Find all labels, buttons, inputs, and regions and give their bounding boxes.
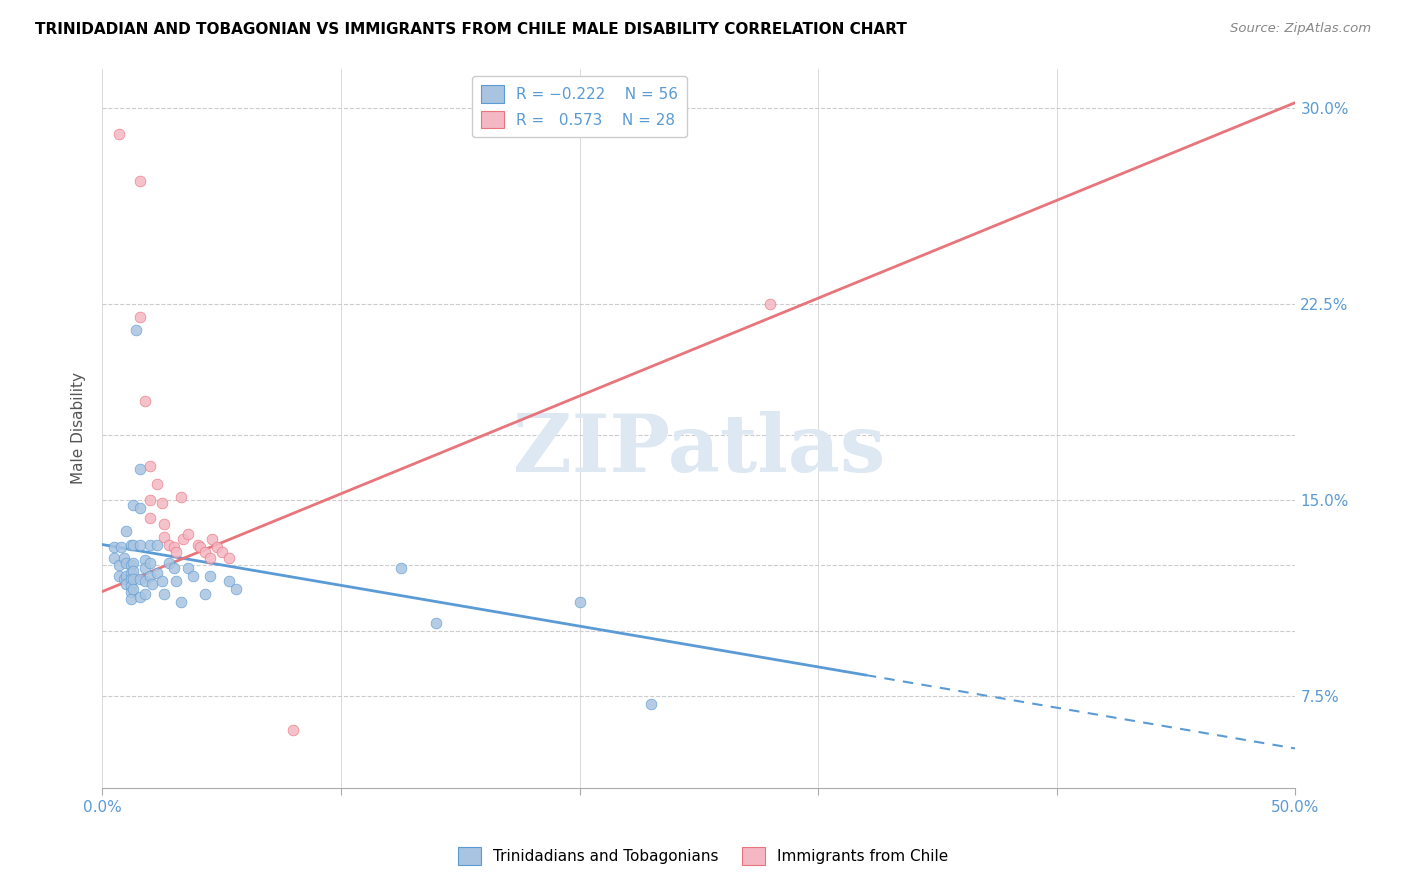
Point [115,556,138,570]
Point [146,566,169,581]
Point [120,579,142,593]
Point [120,558,142,573]
Point [163,540,186,554]
Point [139,537,162,551]
Point [153,587,176,601]
Point [198,550,221,565]
Point [108,127,131,141]
Point [172,533,194,547]
Point [425,615,447,630]
Point [134,587,156,601]
Point [211,545,233,559]
Point [108,558,131,573]
Point [205,540,228,554]
Point [146,537,169,551]
Point [153,530,176,544]
Point [103,540,125,554]
Point [187,537,209,551]
Point [218,550,240,565]
Point [139,556,162,570]
Point [165,574,187,589]
Point [194,545,217,559]
Point [122,582,145,596]
Y-axis label: Male Disability: Male Disability [72,372,86,484]
Point [122,556,145,570]
Point [120,572,142,586]
Point [115,524,138,539]
Point [110,540,132,554]
Point [568,595,591,609]
Point [141,576,163,591]
Point [108,569,131,583]
Point [157,537,180,551]
Point [129,572,152,586]
Point [194,587,217,601]
Point [134,393,156,408]
Point [170,595,193,609]
Point [120,566,142,581]
Point [129,461,152,475]
Point [115,569,138,583]
Point [120,592,142,607]
Point [177,561,200,575]
Point [281,723,304,738]
Point [120,537,142,551]
Point [129,537,152,551]
Point [188,540,211,554]
Point [389,561,412,575]
Point [153,516,176,531]
Point [120,0,142,11]
Point [146,477,169,491]
Point [134,553,156,567]
Point [124,323,146,337]
Point [139,458,162,473]
Point [759,297,782,311]
Text: TRINIDADIAN AND TOBAGONIAN VS IMMIGRANTS FROM CHILE MALE DISABILITY CORRELATION : TRINIDADIAN AND TOBAGONIAN VS IMMIGRANTS… [35,22,907,37]
Point [122,572,145,586]
Point [150,574,173,589]
Point [122,564,145,578]
Point [181,569,204,583]
Text: ZIPatlas: ZIPatlas [513,410,884,489]
Point [165,545,187,559]
Point [103,550,125,565]
Point [129,500,152,515]
Text: Source: ZipAtlas.com: Source: ZipAtlas.com [1230,22,1371,36]
Point [134,574,156,589]
Point [134,561,156,575]
Point [225,582,247,596]
Point [157,556,180,570]
Legend: Trinidadians and Tobagonians, Immigrants from Chile: Trinidadians and Tobagonians, Immigrants… [451,841,955,871]
Point [115,576,138,591]
Point [139,511,162,525]
Point [150,496,173,510]
Point [129,174,152,188]
Point [218,574,240,589]
Point [120,584,142,599]
Legend: R = −0.222    N = 56, R =   0.573    N = 28: R = −0.222 N = 56, R = 0.573 N = 28 [472,76,688,137]
Point [640,697,662,711]
Point [129,310,152,324]
Point [170,491,193,505]
Point [122,498,145,512]
Point [112,550,135,565]
Point [122,537,145,551]
Point [177,527,200,541]
Point [112,572,135,586]
Point [163,561,186,575]
Point [139,569,162,583]
Point [129,590,152,604]
Point [198,569,221,583]
Point [139,493,162,508]
Point [201,533,224,547]
